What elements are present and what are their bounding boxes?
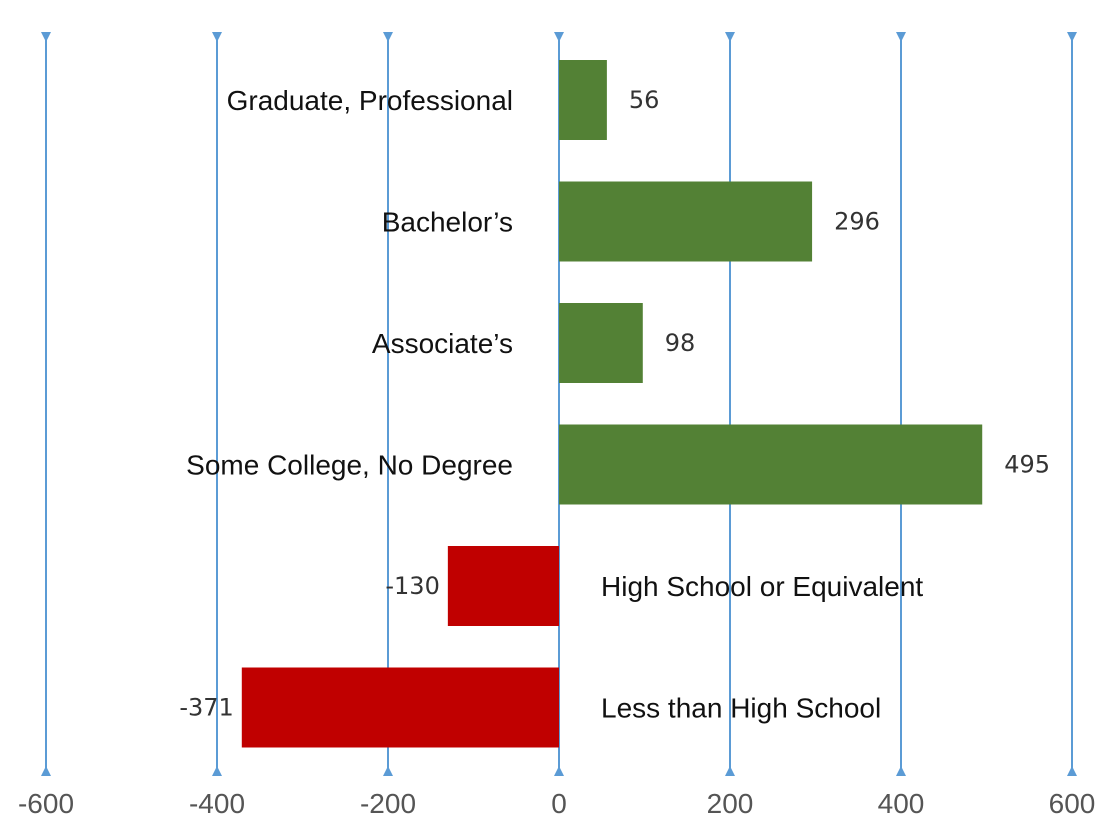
category-label: High School or Equivalent <box>601 571 923 602</box>
x-tick-label: -400 <box>189 788 245 819</box>
x-tick-label: 600 <box>1049 788 1096 819</box>
bar <box>559 60 607 140</box>
x-tick-label: 0 <box>551 788 567 819</box>
bar <box>241 667 560 748</box>
gridline-cap <box>896 32 906 42</box>
gridline-cap <box>212 766 222 776</box>
x-tick-label: -600 <box>18 788 74 819</box>
gridline-cap <box>554 766 564 776</box>
bar <box>447 546 559 626</box>
gridline-cap <box>725 766 735 776</box>
bar <box>559 181 813 262</box>
gridline-cap <box>1067 766 1077 776</box>
category-label: Bachelor’s <box>382 207 513 238</box>
gridline-cap <box>554 32 564 42</box>
value-label: 296 <box>834 208 880 236</box>
gridline-cap <box>41 32 51 42</box>
bar <box>559 303 643 383</box>
bar <box>559 424 983 505</box>
category-label: Less than High School <box>601 693 881 724</box>
value-label: 98 <box>665 329 696 357</box>
gridline-cap <box>1067 32 1077 42</box>
gridline-cap <box>896 766 906 776</box>
gridline-cap <box>383 766 393 776</box>
x-tick-label: -200 <box>360 788 416 819</box>
category-label: Some College, No Degree <box>186 450 513 481</box>
gridline-cap <box>383 32 393 42</box>
gridline-cap <box>212 32 222 42</box>
value-label: 495 <box>1004 451 1050 479</box>
value-label: 56 <box>629 86 660 114</box>
value-label: -371 <box>179 694 233 722</box>
category-label: Associate’s <box>372 328 513 359</box>
gridline-cap <box>41 766 51 776</box>
gridline-cap <box>725 32 735 42</box>
value-label: -130 <box>385 572 439 600</box>
x-tick-label: 200 <box>707 788 754 819</box>
category-label: Graduate, Professional <box>227 85 513 116</box>
x-tick-label: 400 <box>878 788 925 819</box>
